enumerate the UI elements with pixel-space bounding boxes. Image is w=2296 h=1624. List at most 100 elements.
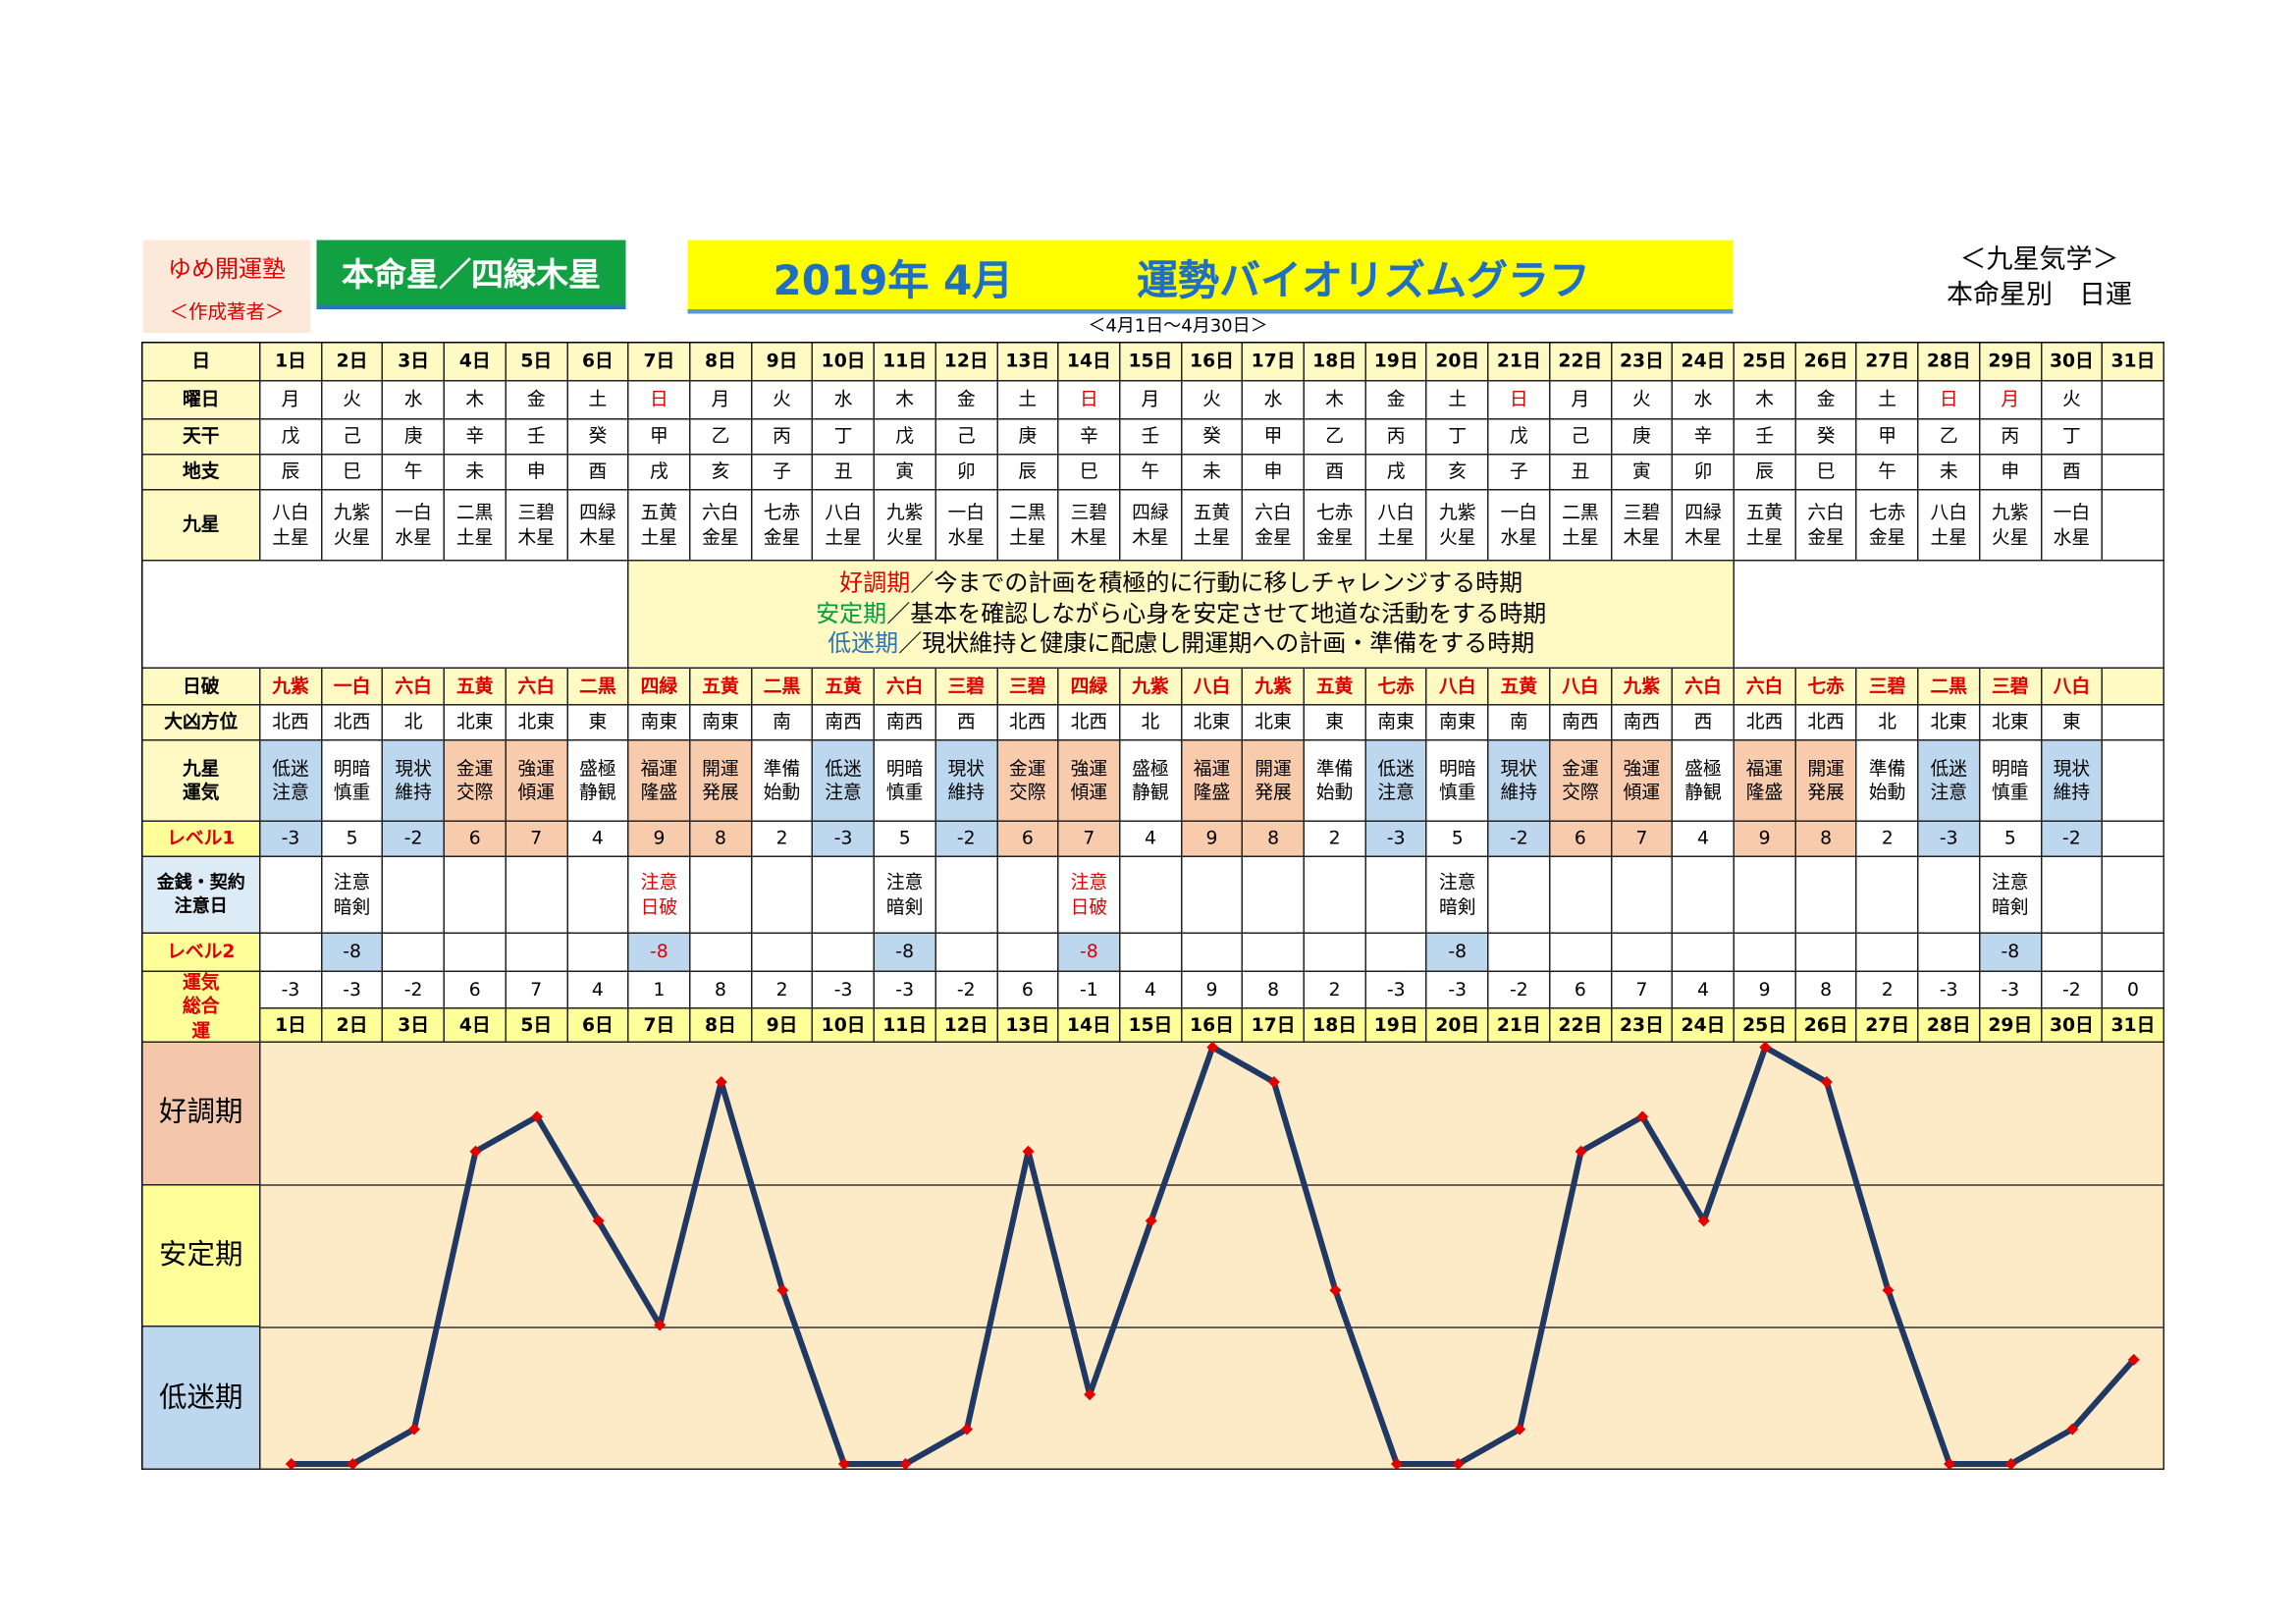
cell: 癸 xyxy=(567,419,629,456)
cell: 丙 xyxy=(1980,419,2042,456)
cell: 17日 xyxy=(1243,343,1306,382)
cell: 一白水星 xyxy=(383,490,446,562)
cell-text: 日 xyxy=(1939,388,1958,410)
cell-text: 癸 xyxy=(1202,424,1221,448)
cell: 火 xyxy=(322,381,384,420)
cell: -2 xyxy=(2041,972,2104,1009)
cell: 九紫 xyxy=(260,669,323,706)
cell: 子 xyxy=(752,455,814,491)
day-footer: 30日 xyxy=(2041,1008,2104,1043)
cell-text: 六白金星 xyxy=(702,501,739,548)
day-footer: 1日 xyxy=(260,1008,323,1043)
cell: 1 xyxy=(628,972,691,1009)
cell-text: 三碧木星 xyxy=(517,501,556,548)
cell: 福運隆盛 xyxy=(1735,740,1796,822)
cell xyxy=(2103,490,2164,562)
cell-text: 北西 xyxy=(1745,710,1784,733)
cell-text: 南東 xyxy=(1377,710,1415,733)
cell: 四緑 xyxy=(1058,669,1121,706)
cell-text: 北西 xyxy=(1807,710,1844,733)
cell: 現状維持 xyxy=(2041,740,2104,822)
cell: 八白土星 xyxy=(1365,490,1428,562)
cell: 8 xyxy=(1243,822,1306,857)
cell-text: 申 xyxy=(526,460,546,483)
cell-text: 低迷注意 xyxy=(825,756,862,803)
cell: 八白 xyxy=(2041,669,2104,706)
marker xyxy=(960,1423,973,1435)
cell: 水 xyxy=(1243,381,1306,420)
cell-text: 寅 xyxy=(895,460,915,483)
day-footer: 4日 xyxy=(445,1008,507,1043)
cell-text: 七赤 xyxy=(1807,674,1844,697)
cell-text: 4 xyxy=(591,977,604,1001)
cell: -3 xyxy=(875,972,936,1009)
cell: 卯 xyxy=(935,455,998,491)
cell: 0 xyxy=(2103,972,2164,1009)
cell-text: 申 xyxy=(2001,460,2020,483)
cell-text: 一白水星 xyxy=(947,501,985,548)
day-footer-text: 29日 xyxy=(1988,1012,2033,1036)
cell-text: 東 xyxy=(588,710,608,733)
row-label-text: 日破 xyxy=(182,674,220,697)
cell xyxy=(1120,934,1182,972)
cell-text: 14日 xyxy=(1066,350,1111,372)
cell-text: 月 xyxy=(1141,388,1160,410)
cell xyxy=(506,857,568,934)
cell: 現状維持 xyxy=(383,740,446,822)
day-footer-text: 24日 xyxy=(1681,1012,1726,1036)
cell: 低迷注意 xyxy=(1365,740,1428,822)
marker xyxy=(1267,1075,1280,1088)
cell xyxy=(1735,934,1796,972)
cell-text: 2日 xyxy=(336,350,368,372)
cell-text: 10日 xyxy=(821,350,866,372)
cell: 金 xyxy=(1365,381,1428,420)
cell: 戊 xyxy=(1488,419,1551,456)
cell: 乙 xyxy=(1305,419,1366,456)
cell: 南西 xyxy=(813,705,876,741)
marker xyxy=(407,1423,420,1435)
cell-text: 開運発展 xyxy=(1807,756,1844,803)
plot-area xyxy=(260,1043,2164,1470)
cell: 6 xyxy=(997,822,1059,857)
cell-text: 戊 xyxy=(895,424,915,448)
cell xyxy=(2041,857,2104,934)
cell: 金運交際 xyxy=(997,740,1059,822)
cell-text: 子 xyxy=(773,460,791,483)
cell: 福運隆盛 xyxy=(1181,740,1244,822)
cell: 一白水星 xyxy=(935,490,998,562)
cell: 月 xyxy=(690,381,752,420)
desc-text: ／基本を確認しながら心身を安定させて地道な活動をする時期 xyxy=(886,598,1547,627)
day-footer: 22日 xyxy=(1550,1008,1612,1043)
cell: 2 xyxy=(752,822,814,857)
cell: 五黄土星 xyxy=(628,490,691,562)
cell-text: 火 xyxy=(773,388,791,410)
cell-text: 北東 xyxy=(517,710,556,733)
cell-text: 酉 xyxy=(588,460,608,483)
day-footer-text: 21日 xyxy=(1496,1012,1541,1036)
cell-text: -3 xyxy=(1386,977,1406,1001)
cell: 四緑木星 xyxy=(1120,490,1182,562)
desc-right xyxy=(1735,561,2164,669)
cell: 2日 xyxy=(322,343,384,382)
cell: 七赤金星 xyxy=(752,490,814,562)
day-footer-text: 11日 xyxy=(882,1012,928,1036)
cell: 六白金星 xyxy=(690,490,752,562)
cell: 9 xyxy=(628,822,691,857)
cell: 丑 xyxy=(813,455,876,491)
cell-text: 巳 xyxy=(1079,460,1098,483)
cell: 甲 xyxy=(628,419,691,456)
table: 日 1日 2日 3日 4日 5日 6日 7日 8日 9日 10日 11日 12日 13日 14日 15日 16日… xyxy=(141,342,2164,1470)
day-footer-text: 28日 xyxy=(1926,1012,1971,1036)
cell: 五黄土星 xyxy=(1181,490,1244,562)
cell xyxy=(1918,857,1981,934)
cell: 9 xyxy=(1181,972,1244,1009)
row-label: 日破 xyxy=(142,669,261,706)
cell-text: -3 xyxy=(281,977,300,1001)
cell: 金 xyxy=(506,381,568,420)
day-footer: 27日 xyxy=(1857,1008,1919,1043)
cell: 北西 xyxy=(997,705,1059,741)
cell: 一白 xyxy=(322,669,384,706)
cell-text: -2 xyxy=(403,977,423,1001)
cell-text: 2 xyxy=(1881,827,1894,849)
cell-text: 4日 xyxy=(458,350,491,372)
